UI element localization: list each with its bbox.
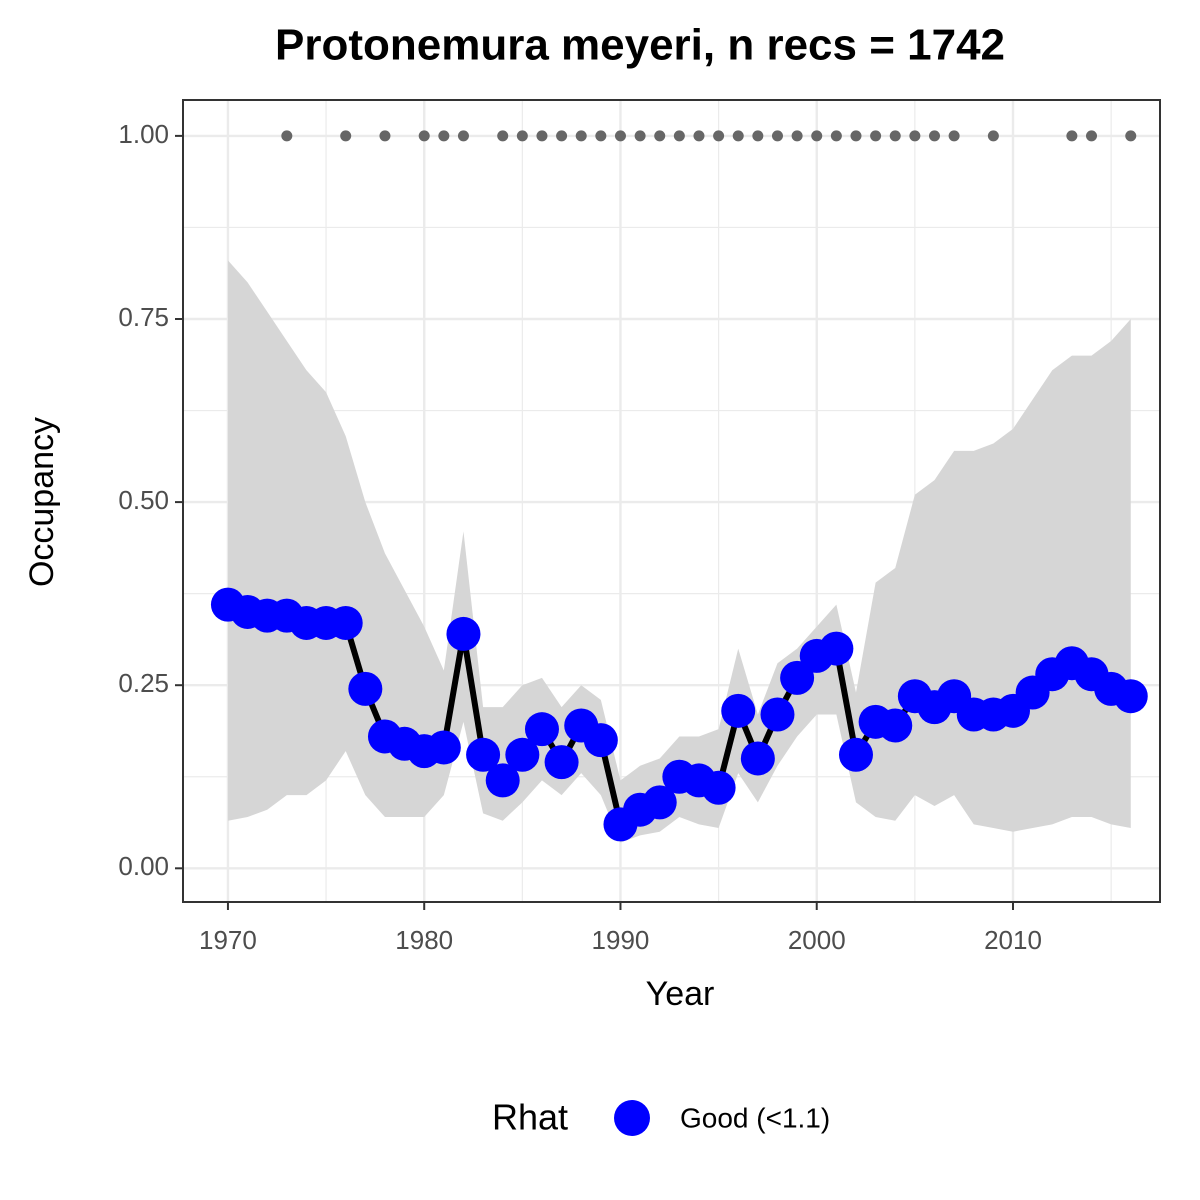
point — [819, 631, 854, 666]
record-point — [791, 130, 803, 142]
point — [780, 660, 815, 695]
record-point — [811, 130, 823, 142]
point — [466, 737, 501, 772]
record-point — [418, 130, 430, 142]
record-point — [909, 130, 921, 142]
record-point — [987, 130, 999, 142]
record-point — [752, 130, 764, 142]
y-tick-label: 0.00 — [118, 851, 169, 881]
record-point — [340, 130, 352, 142]
point — [524, 712, 559, 747]
x-tick-label: 2010 — [984, 925, 1042, 955]
record-point — [595, 130, 607, 142]
record-point — [379, 130, 391, 142]
record-point — [497, 130, 509, 142]
record-point — [713, 130, 725, 142]
record-point — [614, 130, 626, 142]
x-tick-label: 2000 — [788, 925, 846, 955]
x-tick-label: 1980 — [395, 925, 453, 955]
x-tick-label: 1990 — [592, 925, 650, 955]
record-point — [830, 130, 842, 142]
point — [544, 745, 579, 780]
point — [642, 785, 677, 820]
point — [583, 723, 618, 758]
point — [485, 763, 520, 798]
record-point — [693, 130, 705, 142]
legend-marker — [614, 1100, 650, 1136]
point — [701, 770, 736, 805]
record-point — [536, 130, 548, 142]
x-axis-title: Year — [646, 975, 715, 1013]
record-point — [771, 130, 783, 142]
chart-title: Protonemura meyeri, n recs = 1742 — [275, 21, 1005, 70]
record-point — [850, 130, 862, 142]
y-tick-label: 0.50 — [118, 485, 169, 515]
x-tick-label: 1970 — [199, 925, 257, 955]
legend-label: Good (<1.1) — [680, 1102, 830, 1133]
point — [878, 708, 913, 743]
record-point — [1066, 130, 1078, 142]
y-tick-label: 0.75 — [118, 302, 169, 332]
record-point — [575, 130, 587, 142]
record-point — [556, 130, 568, 142]
record-point — [673, 130, 685, 142]
point — [328, 605, 363, 640]
record-point — [654, 130, 666, 142]
record-point — [1086, 130, 1098, 142]
record-point — [928, 130, 940, 142]
point — [760, 697, 795, 732]
record-point — [516, 130, 528, 142]
record-point — [281, 130, 293, 142]
point — [740, 741, 775, 776]
record-point — [1125, 130, 1137, 142]
y-tick-label: 0.25 — [118, 668, 169, 698]
record-point — [634, 130, 646, 142]
record-point — [457, 130, 469, 142]
legend-title: Rhat — [492, 1097, 568, 1138]
point — [838, 737, 873, 772]
record-point — [870, 130, 882, 142]
record-point — [732, 130, 744, 142]
point — [1113, 679, 1148, 714]
record-point — [948, 130, 960, 142]
point — [505, 737, 540, 772]
point — [348, 671, 383, 706]
point — [446, 616, 481, 651]
point — [426, 730, 461, 765]
point — [721, 693, 756, 728]
record-point — [438, 130, 450, 142]
y-axis-title: Occupancy — [23, 417, 61, 587]
y-tick-label: 1.00 — [118, 119, 169, 149]
record-point — [889, 130, 901, 142]
panel-border — [182, 99, 1161, 903]
